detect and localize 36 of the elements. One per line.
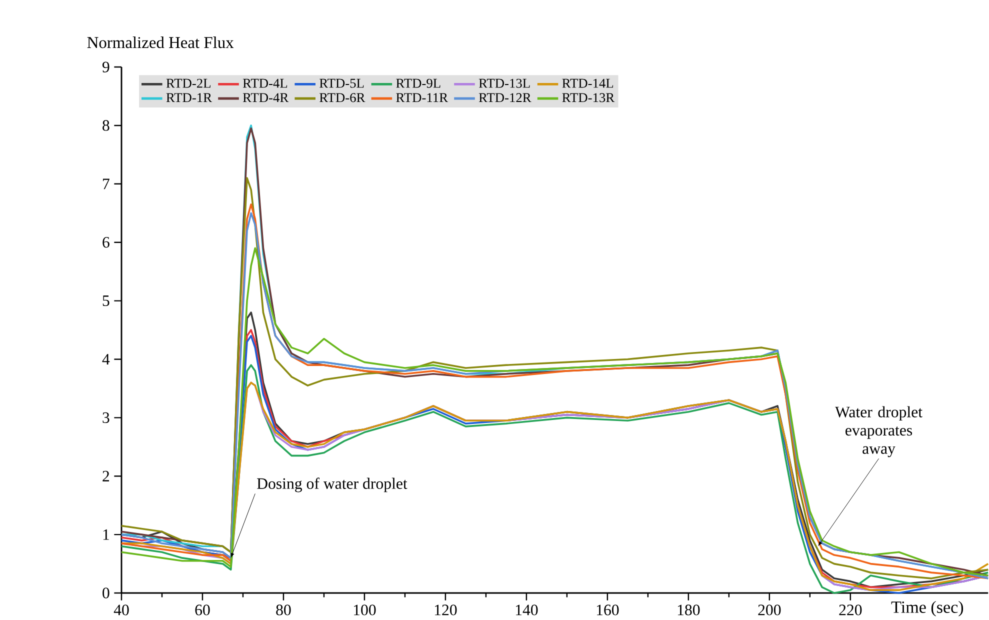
y-tick-label: 5 — [102, 295, 110, 306]
x-axis-title: Time (sec) — [891, 600, 964, 616]
y-tick-label: 0 — [102, 587, 110, 598]
x-tick-label: 140 — [516, 604, 538, 616]
legend-label: RTD-5L — [320, 78, 364, 88]
x-tick-label: 80 — [276, 604, 291, 616]
y-tick-label: 8 — [102, 120, 110, 131]
y-tick-label: 2 — [102, 470, 110, 482]
x-tick-label: 100 — [354, 604, 376, 616]
x-tick-label: 180 — [678, 604, 700, 616]
legend-label: RTD-11R — [396, 92, 448, 102]
legend-label: RTD-2L — [166, 78, 210, 88]
annotation: Dosing of water droplet — [257, 477, 408, 492]
annotation: Water droplet evaporates away — [835, 406, 922, 457]
x-tick-label: 120 — [434, 604, 457, 616]
legend-label: RTD-12R — [478, 92, 532, 102]
x-tick-label: 60 — [195, 604, 210, 616]
legend-label: RTD-13L — [478, 78, 530, 88]
x-tick-label: 40 — [114, 604, 129, 616]
x-tick-label: 220 — [839, 604, 862, 616]
y-tick-label: 9 — [102, 61, 110, 72]
x-tick-label: 200 — [758, 604, 781, 616]
y-tick-label: 4 — [102, 354, 110, 364]
y-tick-label: 6 — [102, 236, 110, 248]
y-axis-title: Normalized Heat Flux — [87, 36, 234, 48]
x-tick-label: 160 — [596, 604, 619, 616]
legend-label: RTD-9L — [396, 78, 440, 88]
y-tick-label: 1 — [103, 529, 109, 540]
legend-label: RTD-1R — [166, 92, 212, 102]
legend-label: RTD-6R — [320, 92, 366, 102]
y-tick-label: 7 — [103, 178, 110, 189]
legend-label: RTD-4L — [242, 78, 288, 88]
y-tick-label: 3 — [102, 412, 110, 423]
legend-label: RTD-13R — [562, 92, 615, 102]
legend-label: RTD-4R — [242, 92, 289, 102]
legend-label: RTD-14L — [562, 78, 614, 88]
